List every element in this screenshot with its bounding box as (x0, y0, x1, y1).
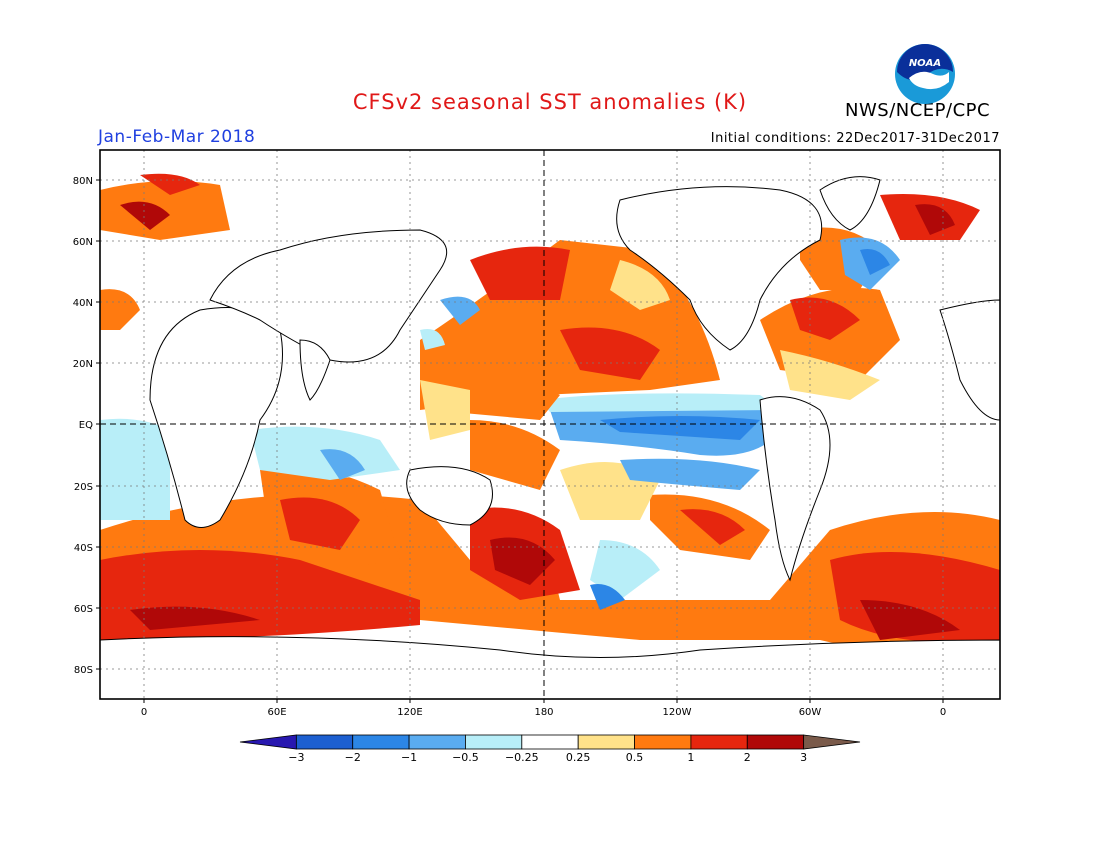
svg-text:NOAA: NOAA (909, 58, 941, 69)
colorbar-swatch (295, 734, 354, 750)
colorbar-swatch (521, 734, 579, 750)
lon-label: 60W (799, 707, 822, 718)
lon-label: 180 (534, 707, 553, 718)
lat-label: 80S (74, 665, 93, 676)
colorbar-label: 0.25 (566, 751, 591, 764)
initial-conditions: Initial conditions: 22Dec2017-31Dec2017 (710, 131, 1000, 146)
lon-label: 0 (141, 707, 147, 718)
colorbar-label: 0.5 (626, 751, 644, 764)
colorbar: −3 −2 −1 −0.5 −0.25 0.25 0.5 1 2 3 (239, 734, 861, 764)
colorbar-swatch (577, 734, 635, 750)
colorbar-swatch (746, 734, 805, 750)
colorbar-label: 1 (687, 751, 694, 764)
colorbar-label: 3 (800, 751, 807, 764)
lat-label: 60N (73, 237, 93, 248)
colorbar-label: −3 (288, 751, 304, 764)
colorbar-label: −2 (345, 751, 361, 764)
lat-label: 20N (73, 359, 93, 370)
forecast-period: Jan-Feb-Mar 2018 (98, 127, 256, 147)
lon-label: 0 (940, 707, 946, 718)
colorbar-swatch (352, 734, 410, 750)
lon-label: 120E (397, 707, 422, 718)
anomaly-field (100, 150, 1000, 699)
colorbar-swatch (465, 734, 523, 750)
organization-label: NWS/NCEP/CPC (845, 100, 991, 121)
colorbar-swatch (634, 734, 692, 750)
lon-label: 120W (663, 707, 692, 718)
colorbar-swatch (408, 734, 466, 750)
colorbar-label: −0.5 (452, 751, 479, 764)
lat-label: 20S (74, 482, 93, 493)
colorbar-swatch (690, 734, 748, 750)
colorbar-min-triangle (239, 734, 297, 750)
colorbar-label: −0.25 (505, 751, 539, 764)
lat-label: EQ (79, 420, 93, 431)
noaa-logo: NOAA (895, 44, 955, 104)
lat-label: 40N (73, 298, 93, 309)
lat-label: 60S (74, 604, 93, 615)
lat-label: 40S (74, 543, 93, 554)
colorbar-max-triangle (803, 734, 861, 750)
colorbar-label: −1 (401, 751, 417, 764)
colorbar-label: 2 (744, 751, 751, 764)
lon-label: 60E (267, 707, 286, 718)
chart-title: CFSv2 seasonal SST anomalies (K) (352, 90, 748, 114)
lat-label: 80N (73, 176, 93, 187)
